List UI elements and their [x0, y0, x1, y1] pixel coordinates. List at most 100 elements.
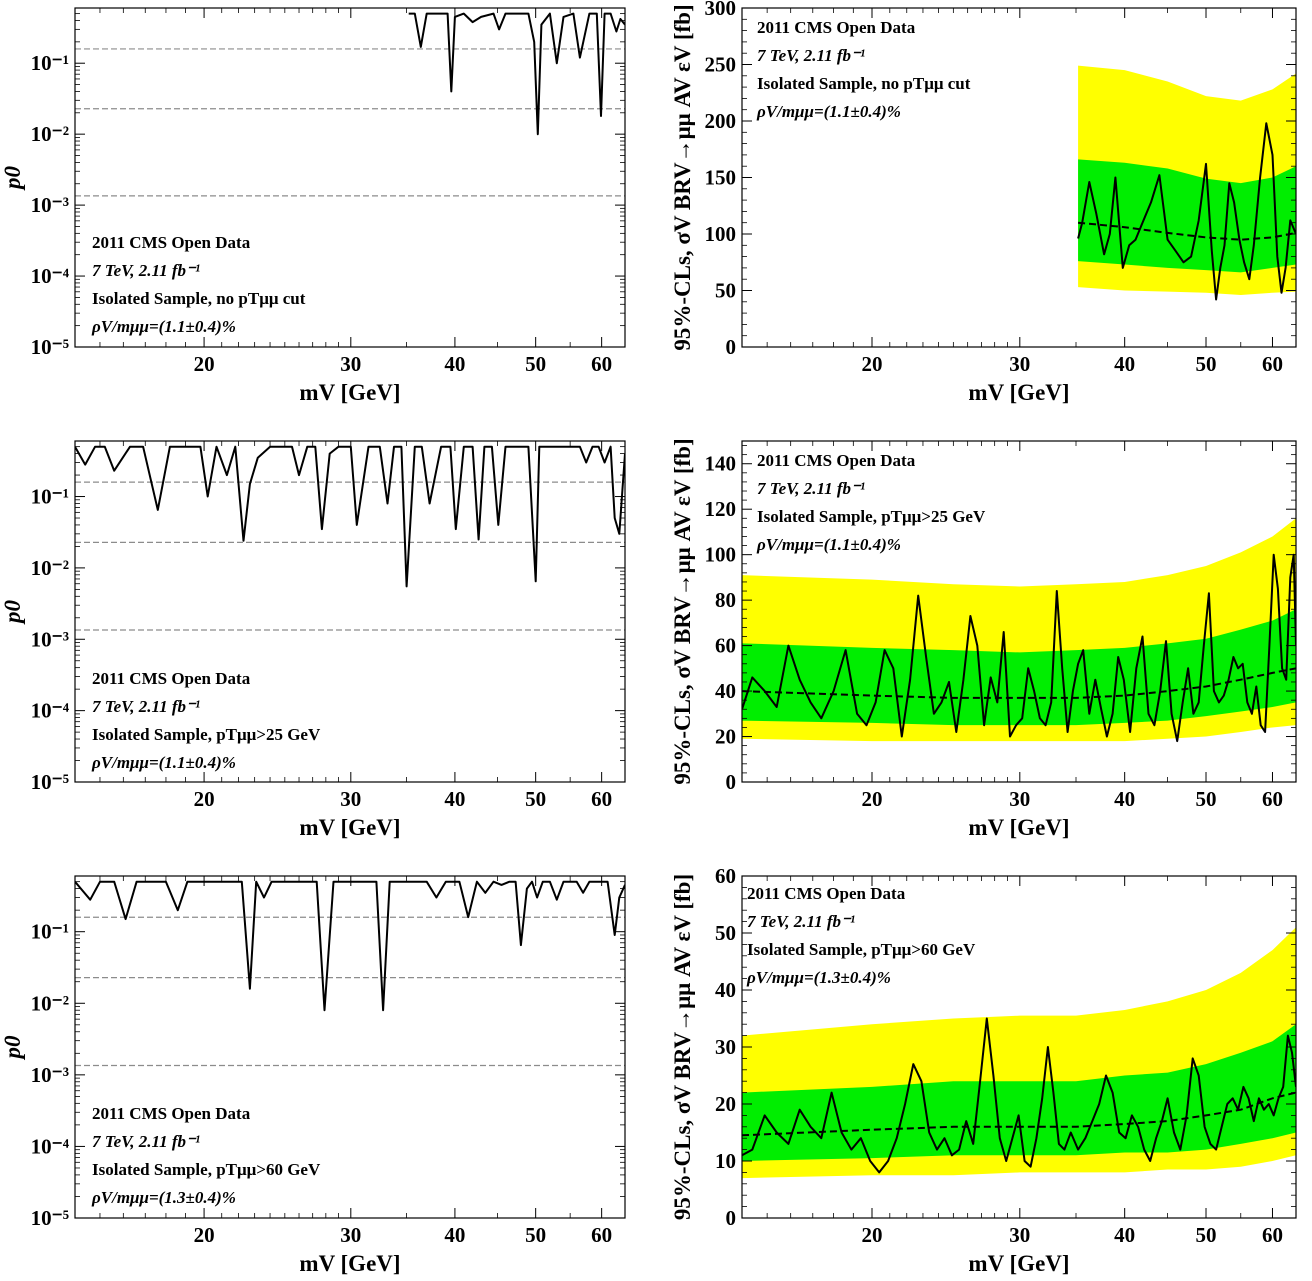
annotation-line: ρV/mμμ=(1.3±0.4)%	[746, 968, 891, 987]
y-tick-label: 50	[715, 279, 736, 303]
y-tick-label: 0	[726, 1206, 737, 1230]
annotation-block: 2011 CMS Open Data 7 TeV, 2.11 fb⁻¹ Isolat…	[756, 18, 971, 121]
y-axis-label: p0	[0, 600, 25, 626]
annotation-line: ρV/mμμ=(1.1±0.4)%	[756, 535, 901, 554]
annotation-line: Isolated Sample, no pTμμ cut	[757, 74, 971, 93]
x-axis-label: mV [GeV]	[299, 1251, 400, 1276]
annotation-line: 7 TeV, 2.11 fb⁻¹	[92, 1132, 200, 1151]
y-tick-label: 80	[715, 588, 736, 612]
y-tick-label: 0	[726, 335, 737, 359]
x-tick-label: 40	[1114, 787, 1135, 811]
x-tick-label: 50	[1196, 352, 1217, 376]
annotation-line: 7 TeV, 2.11 fb⁻¹	[92, 261, 200, 280]
annotation-line: ρV/mμμ=(1.1±0.4)%	[91, 317, 236, 336]
annotation-block: 2011 CMS Open Data 7 TeV, 2.11 fb⁻¹ Isolat…	[746, 884, 976, 987]
expected-median-line	[1078, 221, 1296, 241]
panel-p0-pt60: 20 30 40 50 60 10⁻¹ 10⁻² 10⁻³ 10⁻⁴ 10⁻⁵ mV [GeV] p0…	[0, 875, 626, 1276]
y-tick-label: 250	[705, 53, 737, 77]
y-tick-label: 10⁻⁴	[31, 264, 70, 288]
y-axis-label: p0	[0, 1035, 25, 1061]
observed-series-line	[1077, 122, 1296, 301]
x-tick-label: 40	[1114, 1223, 1135, 1247]
expected-median-line	[742, 667, 1296, 699]
annotation-line: Isolated Sample, pTμμ>25 GeV	[92, 725, 321, 744]
y-tick-label: 10⁻⁵	[31, 770, 69, 794]
annotation-line: ρV/mμμ=(1.3±0.4)%	[91, 1188, 236, 1207]
x-tick-label: 50	[525, 352, 546, 376]
x-tick-label: 20	[194, 1223, 215, 1247]
y-tick-label: 10⁻²	[31, 991, 69, 1015]
x-tick-label: 20	[862, 787, 883, 811]
plot-area	[75, 880, 625, 1067]
plot-frame	[74, 7, 626, 348]
annotation-line: 7 TeV, 2.11 fb⁻¹	[92, 697, 200, 716]
y-tick-label: 100	[705, 222, 737, 246]
y-tick-label: 10⁻³	[31, 1063, 69, 1087]
x-tick-label: 20	[862, 1223, 883, 1247]
observed-series-line	[75, 445, 625, 588]
x-tick-label: 60	[1262, 352, 1283, 376]
x-tick-label: 60	[591, 1223, 612, 1247]
y-tick-label: 60	[715, 864, 736, 888]
plot-area	[742, 518, 1296, 743]
y-tick-label: 10⁻⁴	[31, 1134, 70, 1158]
x-tick-label: 50	[525, 787, 546, 811]
x-tick-label: 40	[444, 352, 465, 376]
x-tick-label: 50	[1196, 1223, 1217, 1247]
y-axis-label: 95%-CLs, σV BRV→μμ AV εV [fb]	[670, 438, 695, 784]
panel-limit-no-cut: 20 30 40 50 60 0 50 100 150 200 250 300 mV [GeV] 95%-…	[670, 0, 1297, 405]
plot-area	[75, 445, 625, 631]
y-axis-label: 95%-CLs, σV BRV→μμ AV εV [fb]	[670, 4, 695, 350]
x-axis-label: mV [GeV]	[968, 815, 1069, 840]
x-tick-label: 20	[194, 787, 215, 811]
x-tick-label: 30	[340, 787, 361, 811]
y-tick-label: 10	[715, 1149, 736, 1173]
y-tick-label: 0	[726, 770, 737, 794]
x-axis-label: mV [GeV]	[968, 1251, 1069, 1276]
y-tick-label: 140	[705, 452, 737, 476]
y-tick-label: 300	[705, 0, 737, 20]
x-tick-label: 60	[591, 787, 612, 811]
plot-frame	[74, 875, 626, 1219]
annotation-line: 2011 CMS Open Data	[92, 669, 251, 688]
annotation-line: Isolated Sample, pTμμ>60 GeV	[747, 940, 976, 959]
observed-series-line	[742, 553, 1296, 743]
annotation-block: 2011 CMS Open Data 7 TeV, 2.11 fb⁻¹ Isolat…	[91, 1104, 321, 1207]
annotation-line: 7 TeV, 2.11 fb⁻¹	[757, 46, 865, 65]
x-axis-label: mV [GeV]	[968, 380, 1069, 405]
x-tick-label: 30	[340, 352, 361, 376]
x-tick-label: 60	[591, 352, 612, 376]
plot-area	[742, 927, 1296, 1179]
annotation-line: 2011 CMS Open Data	[757, 451, 916, 470]
annotation-line: 2011 CMS Open Data	[757, 18, 916, 37]
y-tick-label: 10⁻³	[31, 627, 69, 651]
band-1sigma	[742, 1024, 1296, 1161]
y-tick-label: 10⁻²	[31, 556, 69, 580]
y-tick-label: 10⁻³	[31, 193, 69, 217]
y-tick-label: 10⁻⁵	[31, 335, 69, 359]
y-tick-label: 10⁻⁴	[31, 699, 70, 723]
observed-series-line	[75, 880, 625, 1012]
y-axis-label: 95%-CLs, σV BRV→μμ AV εV [fb]	[670, 874, 695, 1220]
y-tick-label: 200	[705, 109, 737, 133]
y-tick-label: 40	[715, 679, 736, 703]
x-tick-label: 30	[1009, 787, 1030, 811]
x-axis-label: mV [GeV]	[299, 815, 400, 840]
annotation-line: Isolated Sample, pTμμ>60 GeV	[92, 1160, 321, 1179]
plot-frame	[74, 440, 626, 783]
plot-area	[1077, 65, 1296, 301]
y-tick-label: 60	[715, 634, 736, 658]
panel-p0-pt25: 20 30 40 50 60 10⁻¹ 10⁻² 10⁻³ 10⁻⁴ 10⁻⁵ mV [GeV] p0…	[0, 440, 626, 840]
plot-area	[75, 12, 625, 197]
x-tick-label: 30	[340, 1223, 361, 1247]
x-tick-label: 60	[1262, 787, 1283, 811]
y-tick-label: 120	[705, 497, 737, 521]
observed-series-line	[408, 12, 625, 136]
x-tick-label: 20	[194, 352, 215, 376]
x-tick-label: 40	[444, 787, 465, 811]
panel-limit-pt25: 20 30 40 50 60 0 20 40 60 80 100 120 140 mV [GeV] 95%-…	[670, 438, 1297, 840]
x-axis-label: mV [GeV]	[299, 380, 400, 405]
x-tick-label: 60	[1262, 1223, 1283, 1247]
annotation-block: 2011 CMS Open Data 7 TeV, 2.11 fb⁻¹ Isolat…	[91, 233, 306, 336]
